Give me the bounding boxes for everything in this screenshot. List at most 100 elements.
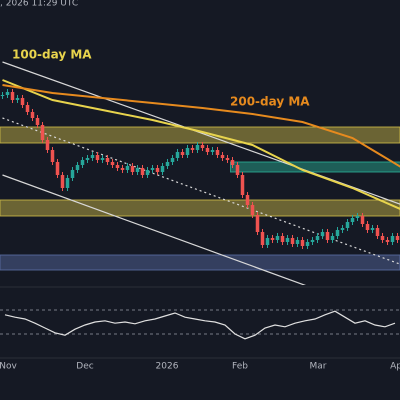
candle [185, 148, 190, 155]
candle [235, 165, 240, 175]
x-tick-label: Mar [310, 362, 327, 372]
candle [40, 125, 45, 140]
trendline [2, 117, 400, 265]
candle [120, 168, 125, 170]
candle [320, 232, 325, 236]
price-panel [0, 61, 400, 285]
candle [360, 216, 365, 224]
candle [240, 175, 245, 195]
candle [285, 238, 290, 242]
candle [385, 240, 390, 242]
candle [210, 150, 215, 152]
candle [110, 162, 115, 165]
candle [355, 216, 360, 218]
x-tick-label: Feb [232, 362, 248, 372]
candle [45, 140, 50, 150]
x-tick-label: 2026 [156, 362, 179, 372]
candle [60, 175, 65, 188]
candle [170, 158, 175, 162]
candle [380, 236, 385, 240]
rsi-line [4, 310, 396, 340]
candle [225, 158, 230, 160]
rsi-panel [0, 309, 400, 340]
candle [25, 105, 30, 112]
moving-average [2, 84, 400, 168]
candle [165, 162, 170, 166]
candle [365, 224, 370, 230]
ma-label: 200-day MA [230, 95, 310, 109]
candle [100, 158, 105, 160]
candle [310, 240, 315, 242]
candle [10, 92, 15, 100]
candle [5, 92, 10, 95]
candle [30, 112, 35, 118]
candle [90, 155, 95, 158]
candle [180, 152, 185, 155]
candle [190, 148, 195, 150]
candle [215, 150, 220, 155]
candle [375, 228, 380, 236]
ma-label: 100-day MA [12, 48, 92, 62]
candle [125, 166, 130, 170]
candle [295, 240, 300, 244]
x-tick-label: Dec [76, 362, 93, 372]
candle [255, 215, 260, 232]
zone [0, 126, 400, 144]
candle [175, 152, 180, 158]
candle [325, 232, 330, 240]
candle [340, 228, 345, 230]
candle [220, 155, 225, 158]
candle [330, 236, 335, 240]
candle [0, 95, 5, 96]
candle [305, 242, 310, 246]
candle [275, 236, 280, 240]
candle [70, 170, 75, 178]
candle [200, 145, 205, 148]
candle [260, 232, 265, 245]
candle [65, 178, 70, 188]
candle [50, 150, 55, 162]
candle [15, 98, 20, 100]
candle [35, 118, 40, 125]
header: , 2026 11:29 UTC [0, 0, 78, 9]
candle [395, 236, 400, 240]
candle [130, 166, 135, 172]
candle [205, 148, 210, 152]
zone [230, 161, 400, 173]
candle [290, 238, 295, 244]
candle [350, 218, 355, 222]
candle [145, 170, 150, 175]
candle [345, 222, 350, 228]
candle [280, 236, 285, 242]
moving-average [2, 79, 400, 210]
candle [135, 168, 140, 172]
candle [315, 236, 320, 240]
candle [335, 230, 340, 236]
zone [0, 199, 400, 217]
candle [95, 155, 100, 160]
candle [390, 236, 395, 242]
candle [155, 168, 160, 172]
candle [150, 168, 155, 170]
candle [80, 160, 85, 165]
candle [105, 158, 110, 162]
candle [245, 195, 250, 205]
candle [140, 168, 145, 175]
candle [20, 98, 25, 105]
x-tick-label: Ap [390, 362, 400, 372]
candle [370, 228, 375, 230]
candle [265, 238, 270, 245]
candle [55, 162, 60, 175]
candle [270, 238, 275, 240]
candle [160, 166, 165, 172]
candle [195, 145, 200, 150]
candle [115, 165, 120, 168]
zone [0, 254, 400, 271]
candle [300, 240, 305, 246]
candle [230, 160, 235, 165]
candle [85, 158, 90, 160]
candle [75, 165, 80, 170]
x-tick-label: Nov [0, 362, 17, 372]
trendline [2, 174, 307, 285]
